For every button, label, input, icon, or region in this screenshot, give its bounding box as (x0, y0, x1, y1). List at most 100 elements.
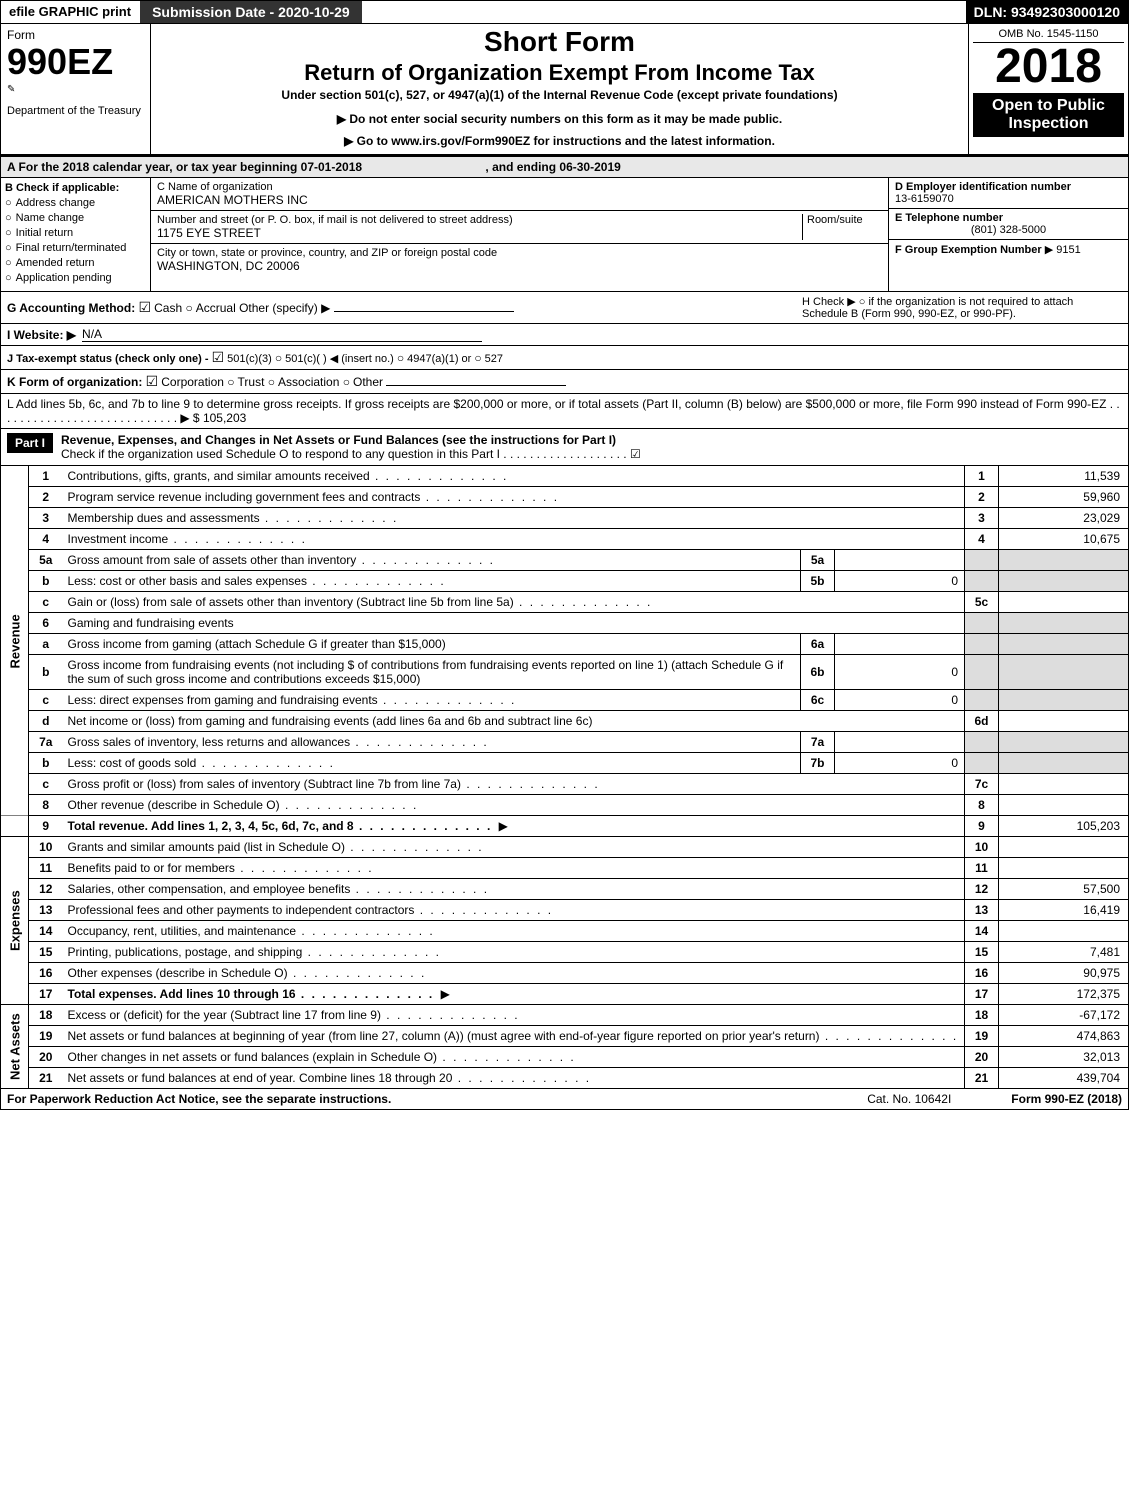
line-box: 7c (965, 774, 999, 795)
row-l: L Add lines 5b, 6c, and 7b to line 9 to … (0, 394, 1129, 429)
group-exemption-value: ▶ 9151 (1045, 244, 1081, 256)
line-num: 17 (29, 984, 63, 1005)
dln-label: DLN: 93492303000120 (966, 1, 1128, 23)
city-label: City or town, state or province, country… (157, 247, 882, 259)
checkbox-initial-return[interactable]: Initial return (5, 227, 146, 239)
checkbox-trust[interactable]: Trust (227, 375, 264, 389)
line-amount: 16,419 (999, 900, 1129, 921)
efile-print-button[interactable]: efile GRAPHIC print (1, 1, 140, 23)
line-desc: Program service revenue including govern… (68, 490, 560, 504)
form-number: 990EZ (7, 44, 144, 80)
line-num: 19 (29, 1026, 63, 1047)
line-amount (999, 858, 1129, 879)
line-amount (999, 711, 1129, 732)
shaded-cell (999, 753, 1129, 774)
checkbox-accrual[interactable]: Accrual (185, 301, 235, 315)
inner-amount (835, 634, 965, 655)
line-num: 15 (29, 942, 63, 963)
line-desc: Printing, publications, postage, and shi… (68, 945, 442, 959)
revenue-sidelabel: Revenue (1, 466, 29, 816)
line-box: 13 (965, 900, 999, 921)
checkbox-527[interactable]: 527 (474, 353, 503, 365)
street-value: 1175 EYE STREET (157, 226, 802, 240)
section-b: B Check if applicable: Address change Na… (1, 178, 151, 291)
line-amount: 172,375 (999, 984, 1129, 1005)
line-desc: Investment income (68, 532, 307, 546)
checkbox-501c[interactable]: 501(c)( ) ◀ (insert no.) (275, 353, 394, 365)
inner-amount: 0 (835, 753, 965, 774)
arrow-icon (496, 819, 511, 833)
shaded-cell (965, 550, 999, 571)
line-desc: Excess or (deficit) for the year (Subtra… (68, 1008, 520, 1022)
group-exemption-label: F Group Exemption Number (895, 244, 1042, 256)
checkbox-501c3[interactable]: 501(c)(3) (212, 353, 272, 365)
inner-amount (835, 732, 965, 753)
line-num: c (29, 774, 63, 795)
room-suite-label: Room/suite (802, 214, 882, 240)
line-num: 16 (29, 963, 63, 984)
checkbox-4947[interactable]: 4947(a)(1) or (397, 353, 471, 365)
line-num: 14 (29, 921, 63, 942)
line-box: 18 (965, 1005, 999, 1026)
line-amount (999, 921, 1129, 942)
org-name-value: AMERICAN MOTHERS INC (157, 193, 882, 207)
row-g-h: G Accounting Method: Cash Accrual Other … (0, 292, 1129, 324)
phone-label: E Telephone number (895, 212, 1122, 224)
line-desc: Gross profit or (loss) from sales of inv… (68, 777, 600, 791)
line-desc: Other expenses (describe in Schedule O) (68, 966, 427, 980)
line-num: 8 (29, 795, 63, 816)
line-box: 17 (965, 984, 999, 1005)
group-exemption-cell: F Group Exemption Number ▶ 9151 (889, 240, 1128, 259)
checkbox-other-org[interactable]: Other (343, 375, 383, 389)
line-num: b (29, 571, 63, 592)
info-grid: B Check if applicable: Address change Na… (0, 178, 1129, 292)
shaded-cell (999, 550, 1129, 571)
line-box: 8 (965, 795, 999, 816)
info-right: D Employer identification number 13-6159… (888, 178, 1128, 291)
ein-value: 13-6159070 (895, 193, 1122, 205)
seal-icon: ✎ (7, 84, 144, 95)
line-box: 4 (965, 529, 999, 550)
other-specify-input[interactable] (334, 300, 514, 312)
ein-cell: D Employer identification number 13-6159… (889, 178, 1128, 209)
checkbox-application-pending[interactable]: Application pending (5, 272, 146, 284)
period-begin: A For the 2018 calendar year, or tax yea… (7, 160, 362, 174)
line-num: d (29, 711, 63, 732)
line-amount: 105,203 (999, 816, 1129, 837)
under-section-text: Under section 501(c), 527, or 4947(a)(1)… (161, 88, 958, 102)
inner-amount: 0 (835, 655, 965, 690)
part-1-header-row: Part I Revenue, Expenses, and Changes in… (0, 429, 1129, 466)
line-desc: Other changes in net assets or fund bala… (68, 1050, 576, 1064)
street-cell: Number and street (or P. O. box, if mail… (151, 211, 888, 244)
line-box: 15 (965, 942, 999, 963)
inner-label: 5b (801, 571, 835, 592)
checkbox-address-change[interactable]: Address change (5, 197, 146, 209)
checkbox-cash[interactable]: Cash (139, 301, 183, 315)
section-g: G Accounting Method: Cash Accrual Other … (7, 299, 514, 316)
line-desc: Contributions, gifts, grants, and simila… (68, 469, 509, 483)
other-org-input[interactable] (386, 374, 566, 386)
org-name-cell: C Name of organization AMERICAN MOTHERS … (151, 178, 888, 211)
line-box: 14 (965, 921, 999, 942)
line-amount: 90,975 (999, 963, 1129, 984)
line-num: b (29, 655, 63, 690)
line-box: 11 (965, 858, 999, 879)
shaded-cell (999, 613, 1129, 634)
shaded-cell (999, 732, 1129, 753)
checkbox-association[interactable]: Association (268, 375, 340, 389)
goto-link[interactable]: ▶ Go to www.irs.gov/Form990EZ for instru… (161, 130, 958, 152)
checkbox-final-return[interactable]: Final return/terminated (5, 242, 146, 254)
line-desc: Net income or (loss) from gaming and fun… (63, 711, 965, 732)
checkbox-amended-return[interactable]: Amended return (5, 257, 146, 269)
line-amount: 11,539 (999, 466, 1129, 487)
inner-label: 6b (801, 655, 835, 690)
part-1-table: Revenue 1 Contributions, gifts, grants, … (0, 466, 1129, 1089)
part-1-badge: Part I (7, 433, 53, 453)
checkbox-corporation[interactable]: Corporation (146, 375, 224, 389)
inner-amount: 0 (835, 690, 965, 711)
checkbox-name-change[interactable]: Name change (5, 212, 146, 224)
section-b-label: B Check if applicable: (5, 182, 146, 194)
line-num: c (29, 690, 63, 711)
row-i: I Website: ▶ N/A (0, 324, 1129, 346)
inner-label: 7a (801, 732, 835, 753)
